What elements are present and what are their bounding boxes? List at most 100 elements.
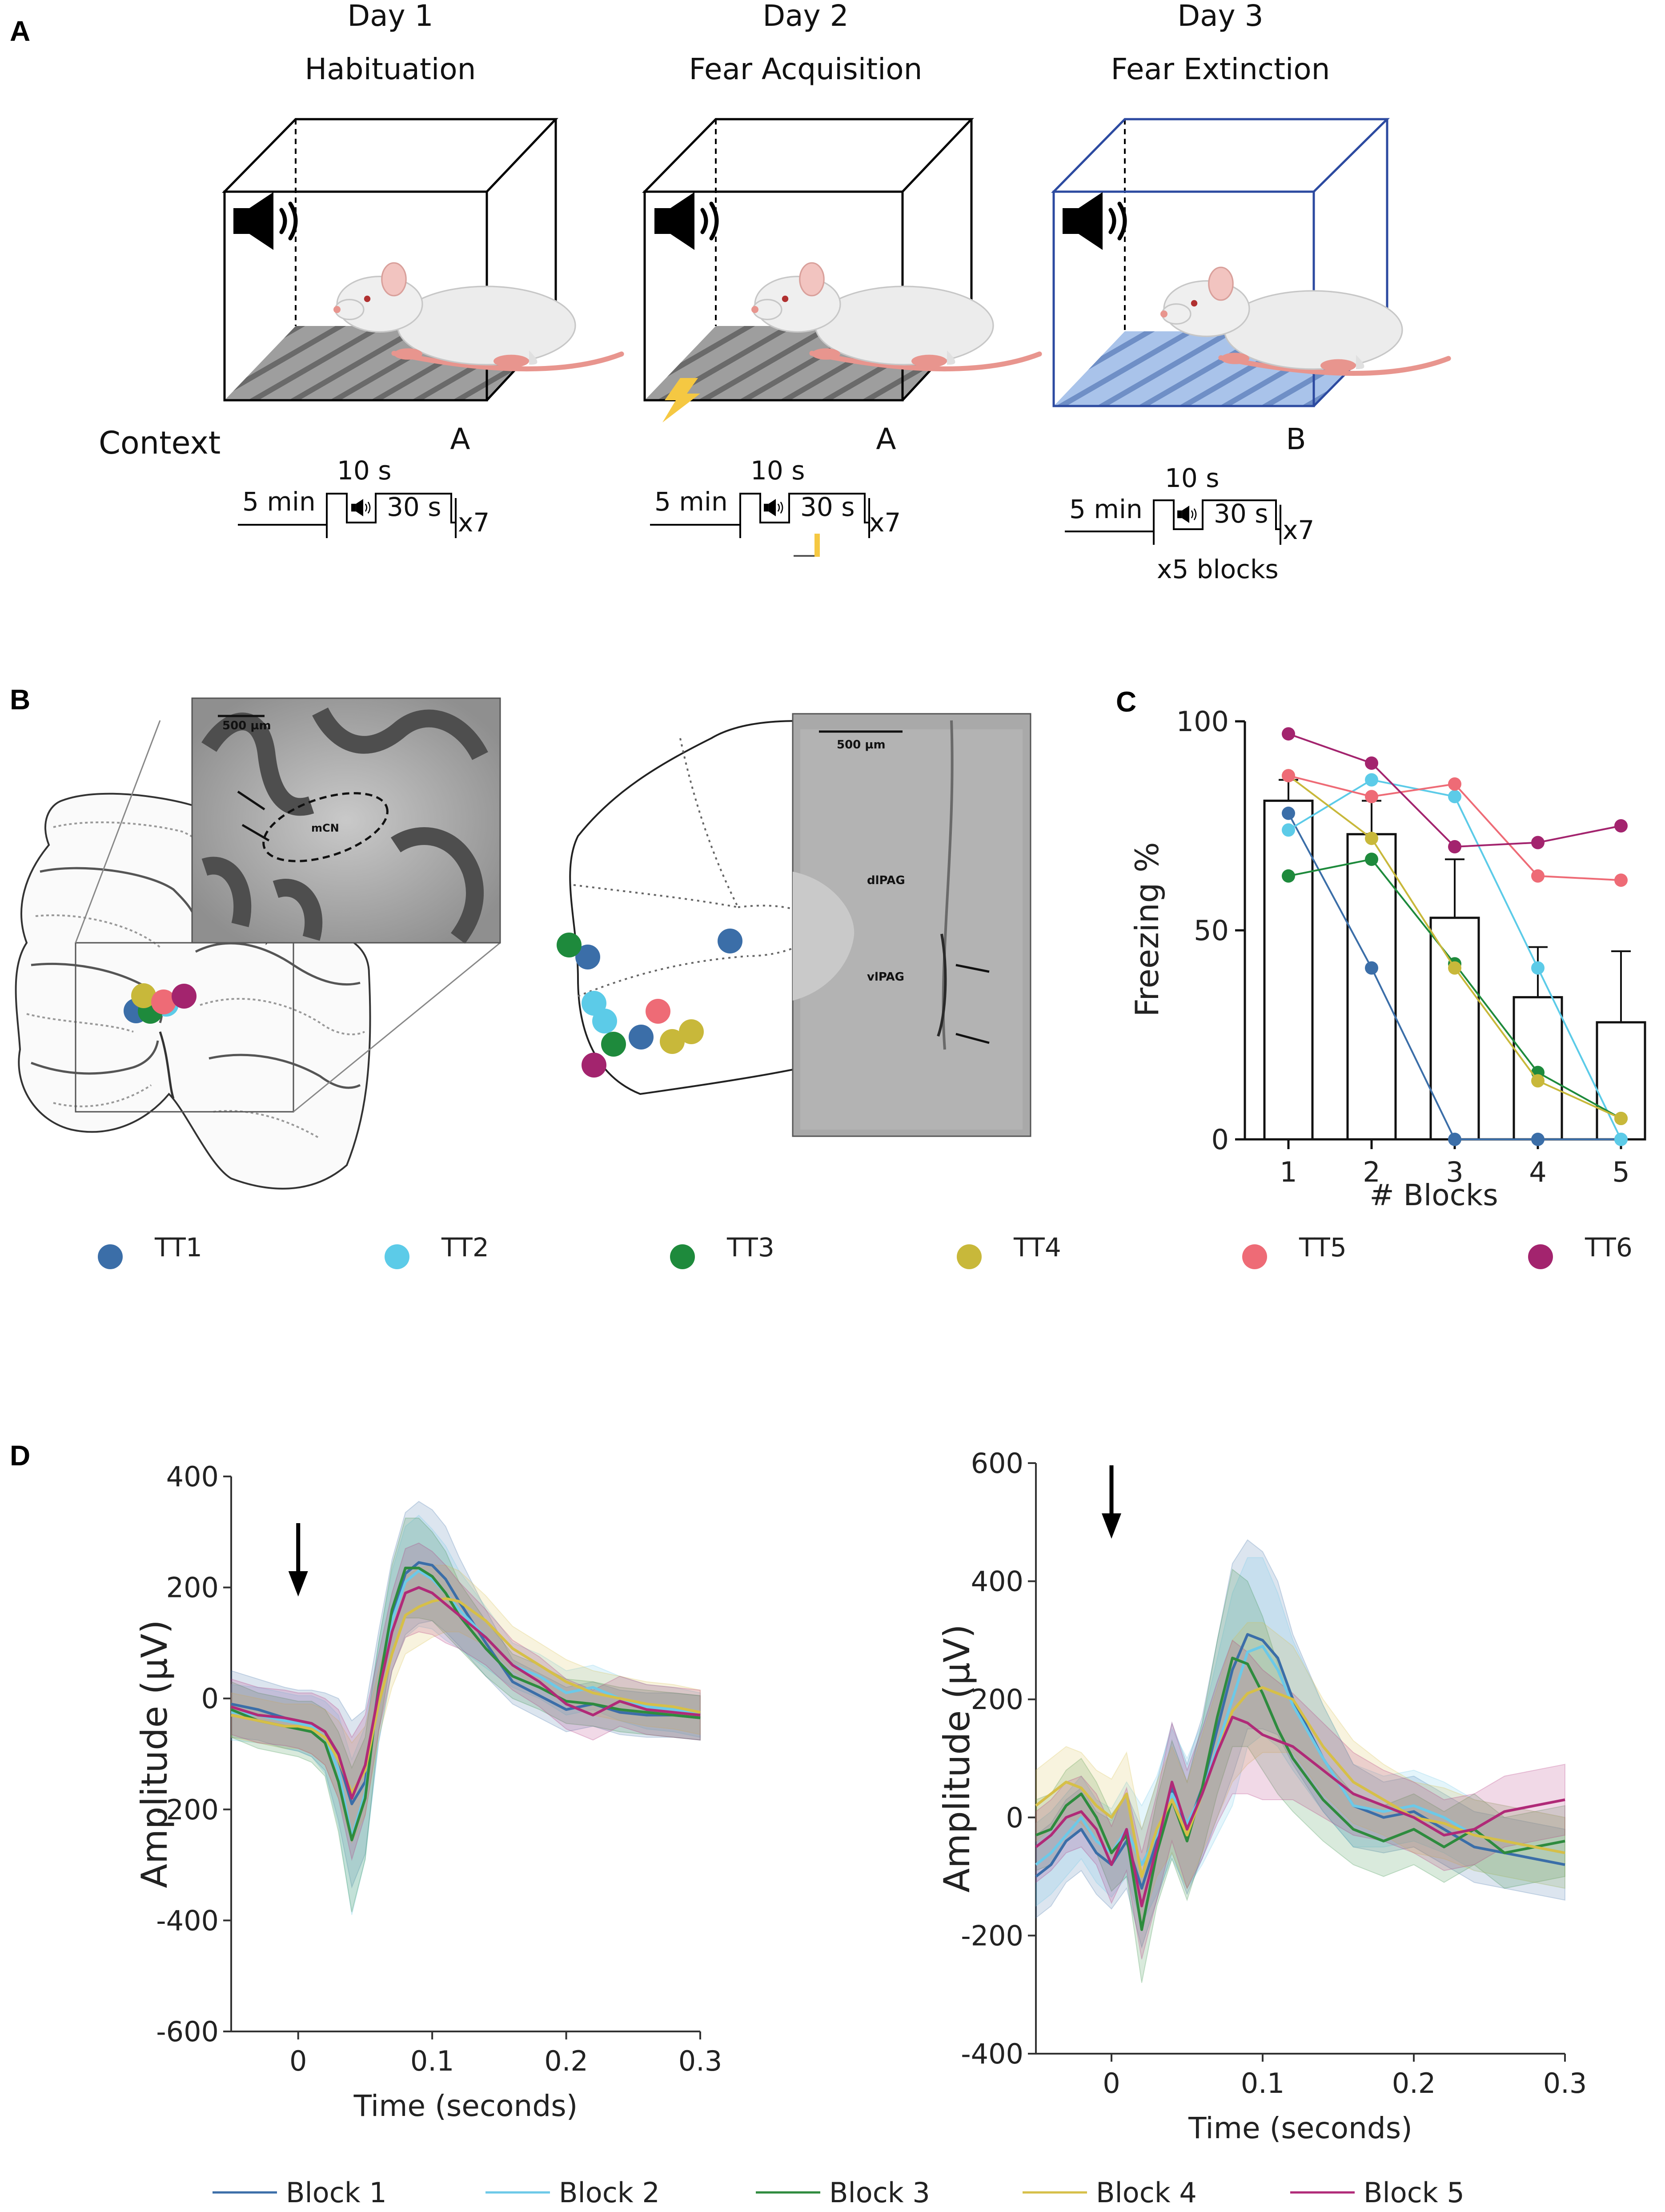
tetrode-site-tt3 <box>557 933 582 957</box>
tetrode-site-tt1 <box>629 1025 654 1050</box>
freezing-chart: 0 50 100 1 2 3 4 5 # Blocks Freezing % <box>1128 705 1646 1212</box>
tetrode-site-tt6 <box>172 984 197 1009</box>
point-tt6 <box>1531 836 1545 849</box>
error-band-block-5 <box>1035 1639 1565 1959</box>
day1-setup: Day 1 Habituation A 5 min 10 s 30 s x7 <box>222 0 622 538</box>
point-tt2 <box>1282 823 1295 837</box>
dlpag-label: dlPAG <box>867 874 905 887</box>
y-axis-label: Freezing % <box>1128 842 1166 1017</box>
error-band-block-2 <box>1035 1557 1565 1925</box>
day1-context: A <box>450 422 470 456</box>
day1-pre: 5 min <box>242 487 316 517</box>
legend-label-tt4: TT4 <box>1013 1232 1061 1263</box>
legend-label-tt1: TT1 <box>154 1232 202 1263</box>
tetrode-site-tt4 <box>679 1019 704 1044</box>
legend-label-tt5: TT5 <box>1299 1232 1347 1263</box>
trace-block-4 <box>1035 1686 1565 1878</box>
x-tick-label: 0 <box>289 2045 307 2077</box>
legend-label-block-3: Block 3 <box>829 2176 930 2209</box>
y-tick-label: 0 <box>1006 1802 1023 1834</box>
point-tt3 <box>1365 853 1378 866</box>
bar-block-1 <box>1263 800 1314 1141</box>
mcn-label: mCN <box>311 822 339 834</box>
y-axis-label: Amplitude (µV) <box>134 1620 175 1888</box>
day2-phase: Fear Acquisition <box>689 52 922 86</box>
vlpag-label: vlPAG <box>867 970 904 984</box>
error-band-block-4 <box>231 1564 701 1844</box>
point-tt5 <box>1614 873 1628 887</box>
y-tick-label: 100 <box>1176 705 1229 738</box>
day1-tone: 10 s <box>337 455 391 486</box>
tetrode-site-tt3 <box>601 1032 626 1057</box>
x-tick-label: 0.3 <box>678 2045 722 2077</box>
day3-setup: Day 3 Fear Extinction B 5 min 10 s 30 s … <box>1051 0 1448 584</box>
legend-marker-tt3 <box>670 1244 695 1269</box>
y-tick-label: 0 <box>201 1682 219 1715</box>
x-tick-label: 4 <box>1529 1156 1546 1188</box>
point-tt5 <box>1365 790 1378 804</box>
trace-block-5 <box>1035 1716 1565 1907</box>
x-tick-label: 5 <box>1612 1156 1629 1188</box>
panel-letter-a: A <box>10 15 30 47</box>
speaker-icon <box>1063 192 1125 250</box>
day3-title: Day 3 <box>1177 0 1263 33</box>
point-tt2 <box>1365 773 1378 787</box>
day2-reps: x7 <box>869 507 901 538</box>
day1-chamber <box>222 118 622 402</box>
cerebellum-scale: 500 µm <box>222 719 271 732</box>
tetrode-site-tt5 <box>646 999 670 1024</box>
panel-letter-c: C <box>1116 686 1136 718</box>
day3-phase: Fear Extinction <box>1111 52 1330 86</box>
x-axis-label: Time (seconds) <box>353 2089 578 2123</box>
bar-block-3 <box>1429 917 1480 1141</box>
pag-micrograph: 500 µm dlPAG vlPAG <box>792 713 1031 1137</box>
y-axis-label: Amplitude (µV) <box>936 1624 978 1892</box>
tone-icon <box>350 498 371 517</box>
day2-context: A <box>876 422 896 456</box>
panel-letter-b: B <box>10 684 30 716</box>
legend-label-block-4: Block 4 <box>1096 2176 1197 2209</box>
trace-block-2 <box>231 1569 701 1839</box>
trace-block-5 <box>231 1586 701 1800</box>
speaker-icon <box>654 192 717 250</box>
point-tt4 <box>1531 1074 1545 1088</box>
x-tick-label: 0.2 <box>1392 2067 1436 2099</box>
tetrode-sites <box>124 929 742 1078</box>
tetrode-site-tt5 <box>151 989 176 1014</box>
day3-iti: 30 s <box>1214 499 1268 529</box>
tetrode-site-tt4 <box>660 1029 685 1054</box>
legend-marker-tt4 <box>957 1244 982 1269</box>
legend-label-block-1: Block 1 <box>286 2176 387 2209</box>
x-tick-label: 0 <box>1103 2067 1120 2099</box>
x-axis-label: # Blocks <box>1369 1178 1498 1212</box>
legend-label-block-5: Block 5 <box>1364 2176 1464 2209</box>
x-tick-label: 0.1 <box>410 2045 454 2077</box>
point-tt3 <box>1282 869 1295 883</box>
legend-label-tt3: TT3 <box>726 1232 774 1263</box>
erp-left-chart: -600 -400 -200 0 200 400 0 0.1 0.2 0.3 Time (secon… <box>134 1460 722 2123</box>
legend-marker-tt2 <box>385 1244 409 1269</box>
y-tick-label: 200 <box>971 1683 1023 1716</box>
y-tick-label: 400 <box>166 1460 219 1493</box>
day3-blocks: x5 blocks <box>1157 554 1279 584</box>
point-tt1 <box>1365 961 1378 975</box>
shock-icon <box>662 378 700 422</box>
legend-marker-tt6 <box>1528 1244 1553 1269</box>
tetrode-site-tt6 <box>582 1053 606 1078</box>
point-tt1 <box>1531 1133 1545 1146</box>
legend-marker-tt5 <box>1242 1244 1267 1269</box>
x-tick-label: 2 <box>1363 1156 1380 1188</box>
error-band-block-3 <box>1035 1569 1565 1983</box>
legend-label-tt6: TT6 <box>1585 1232 1633 1263</box>
tone-icon <box>763 498 783 517</box>
error-band-block-3 <box>231 1517 701 1912</box>
legend-label-tt2: TT2 <box>441 1232 489 1263</box>
x-tick-label: 0.3 <box>1543 2067 1587 2099</box>
tetrode-legend: TT1 TT2 TT3 TT4 TT5 TT6 <box>98 1232 1633 1269</box>
x-tick-label: 3 <box>1446 1156 1463 1188</box>
point-tt4 <box>1365 832 1378 845</box>
point-tt1 <box>1282 806 1295 820</box>
day3-protocol: 5 min 10 s 30 s x7 x5 blocks <box>1065 463 1314 584</box>
point-tt5 <box>1531 869 1545 883</box>
tetrode-site-tt2 <box>592 1009 617 1034</box>
